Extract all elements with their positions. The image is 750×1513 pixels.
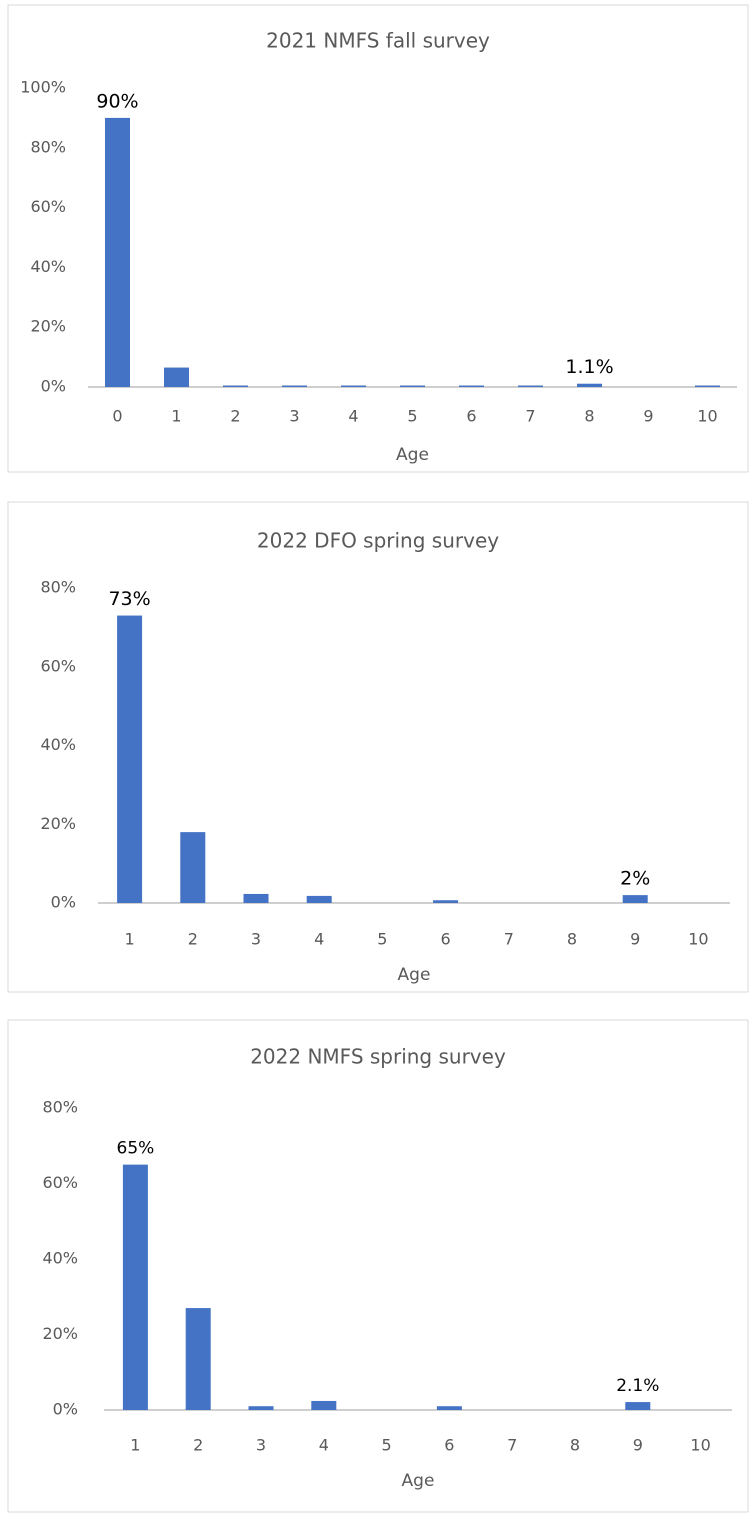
x-tick-label: 5: [382, 1436, 392, 1455]
y-tick-label: 20%: [42, 1324, 78, 1343]
bar: [436, 1406, 462, 1410]
bar: [341, 385, 366, 387]
x-tick-label: 2: [188, 930, 198, 949]
y-tick-label: 60%: [42, 1173, 78, 1192]
bar: [248, 1406, 274, 1410]
bar: [164, 367, 189, 387]
x-tick-label: 1: [171, 407, 181, 426]
x-tick-label: 8: [570, 1436, 580, 1455]
x-tick-label: 4: [319, 1436, 329, 1455]
x-tick-label: 5: [377, 930, 387, 949]
bar: [459, 385, 484, 387]
y-tick-label: 40%: [30, 257, 66, 276]
data-label: 90%: [96, 90, 138, 112]
bar: [105, 117, 130, 388]
x-tick-label: 9: [633, 1436, 643, 1455]
x-tick-label: 6: [441, 930, 451, 949]
chart-title: 2021 NMFS fall survey: [266, 29, 490, 53]
x-tick-label: 7: [507, 1436, 517, 1455]
x-tick-label: 2: [230, 407, 240, 426]
x-tick-label: 6: [466, 407, 476, 426]
x-tick-label: 3: [256, 1436, 266, 1455]
x-tick-label: 0: [112, 407, 122, 426]
bar: [223, 385, 248, 387]
x-tick-label: 4: [314, 930, 324, 949]
x-axis-label: Age: [396, 445, 429, 465]
y-tick-label: 40%: [42, 1249, 78, 1268]
x-tick-label: 7: [504, 930, 514, 949]
x-tick-label: 6: [444, 1436, 454, 1455]
x-tick-label: 3: [251, 930, 261, 949]
bar: [695, 385, 720, 387]
bar: [622, 895, 648, 903]
bar: [518, 385, 543, 387]
chart-title: 2022 DFO spring survey: [257, 529, 499, 553]
data-label: 2%: [620, 868, 650, 890]
x-tick-label: 9: [643, 407, 653, 426]
bar: [311, 1400, 337, 1410]
bar: [433, 900, 459, 903]
x-tick-label: 9: [630, 930, 640, 949]
x-tick-label: 10: [697, 407, 717, 426]
bar: [117, 615, 143, 903]
x-tick-label: 5: [407, 407, 417, 426]
y-tick-label: 80%: [42, 1098, 78, 1117]
y-tick-label: 20%: [40, 814, 76, 833]
bar: [122, 1164, 148, 1410]
chart-title: 2022 NMFS spring survey: [250, 1045, 506, 1069]
y-tick-label: 0%: [41, 377, 66, 396]
x-tick-label: 7: [525, 407, 535, 426]
bar: [185, 1308, 211, 1410]
x-tick-label: 1: [130, 1436, 140, 1455]
x-tick-label: 10: [690, 1436, 710, 1455]
x-tick-label: 8: [584, 407, 594, 426]
bar: [243, 893, 269, 903]
x-tick-label: 3: [289, 407, 299, 426]
y-tick-label: 0%: [53, 1400, 78, 1419]
x-tick-label: 8: [567, 930, 577, 949]
chart-frame: [7, 4, 749, 473]
bar: [282, 385, 307, 387]
bar: [400, 385, 425, 387]
data-label: 65%: [117, 1139, 155, 1159]
y-tick-label: 40%: [40, 735, 76, 754]
y-tick-label: 100%: [20, 78, 66, 97]
bar: [625, 1402, 651, 1410]
data-label: 1.1%: [565, 356, 613, 378]
data-label: 73%: [108, 588, 150, 610]
bar: [180, 832, 206, 903]
y-tick-label: 80%: [30, 137, 66, 156]
y-tick-label: 60%: [40, 656, 76, 675]
y-tick-label: 80%: [40, 578, 76, 597]
bar: [577, 383, 602, 387]
y-tick-label: 0%: [51, 893, 76, 912]
x-tick-label: 2: [193, 1436, 203, 1455]
y-tick-label: 20%: [30, 317, 66, 336]
data-label: 2.1%: [616, 1376, 659, 1396]
x-axis-label: Age: [402, 1471, 435, 1491]
y-tick-label: 60%: [30, 197, 66, 216]
bar: [306, 895, 332, 903]
x-tick-label: 10: [688, 930, 708, 949]
x-tick-label: 4: [348, 407, 358, 426]
x-axis-label: Age: [398, 965, 431, 985]
x-tick-label: 1: [125, 930, 135, 949]
